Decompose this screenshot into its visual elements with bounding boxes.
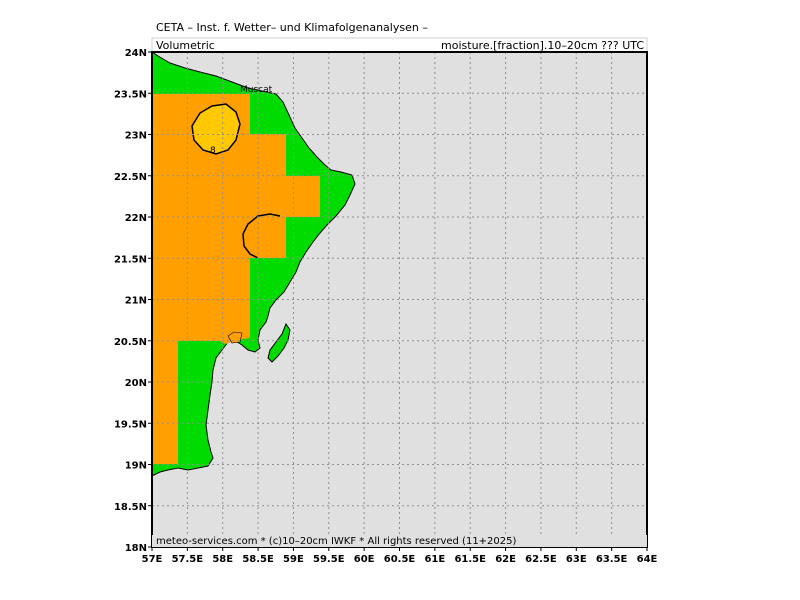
y-tick-label: 21.5N: [114, 254, 147, 265]
masirah-island: [267, 322, 291, 363]
footer-bar: [152, 535, 647, 547]
x-axis-ticks: 57E 57.5E 58E 58.5E 59E 59.5E 60E 60.5E 61E 61.5E…: [142, 547, 658, 565]
y-tick-label: 18N: [125, 543, 147, 554]
x-tick-label: 63.5E: [596, 554, 628, 565]
land-orange: [152, 94, 320, 464]
x-tick-label: 58E: [212, 554, 233, 565]
x-tick-label: 64E: [637, 554, 658, 565]
x-tick-label: 58.5E: [242, 554, 274, 565]
y-tick-label: 24N: [125, 48, 147, 59]
header-variable: Volumetric: [156, 39, 215, 52]
y-tick-label: 19.5N: [114, 419, 147, 430]
y-axis-ticks: 24N 23.5N 23N 22.5N 22N 21.5N 21N 20.5N 20N 19.5N…: [114, 48, 152, 554]
oman-coast-region: [151, 51, 356, 477]
header-title: CETA – Inst. f. Wetter– und Klimafolgena…: [156, 21, 428, 34]
x-tick-label: 63E: [566, 554, 587, 565]
land-yellow: [191, 103, 241, 155]
y-tick-label: 22.5N: [114, 172, 147, 183]
x-tick-label: 62E: [495, 554, 516, 565]
y-tick-label: 23N: [125, 131, 147, 142]
x-tick-label: 62.5E: [525, 554, 557, 565]
x-tick-label: 59.5E: [313, 554, 345, 565]
footer-copyright: meteo-services.com * (c)10–20cm IWKF * A…: [156, 536, 517, 547]
x-tick-label: 57E: [142, 554, 163, 565]
x-tick-label: 61E: [424, 554, 445, 565]
y-tick-label: 20.5N: [114, 337, 147, 348]
y-tick-label: 21N: [125, 296, 147, 307]
x-tick-label: 60E: [354, 554, 375, 565]
x-tick-label: 60.5E: [384, 554, 416, 565]
contour-label: 8: [210, 146, 216, 156]
header-units: moisture.[fraction].10–20cm ??? UTC: [441, 39, 644, 52]
contour-line-2: [242, 213, 281, 259]
x-tick-label: 61.5E: [454, 554, 486, 565]
y-tick-label: 23.5N: [114, 89, 147, 100]
x-tick-label: 57.5E: [172, 554, 204, 565]
x-tick-label: 59E: [283, 554, 304, 565]
y-tick-label: 22N: [125, 213, 147, 224]
y-tick-label: 18.5N: [114, 502, 147, 513]
y-tick-label: 20N: [125, 378, 147, 389]
y-tick-label: 19N: [125, 461, 147, 472]
city-label-muscat: Muscat: [240, 85, 273, 95]
